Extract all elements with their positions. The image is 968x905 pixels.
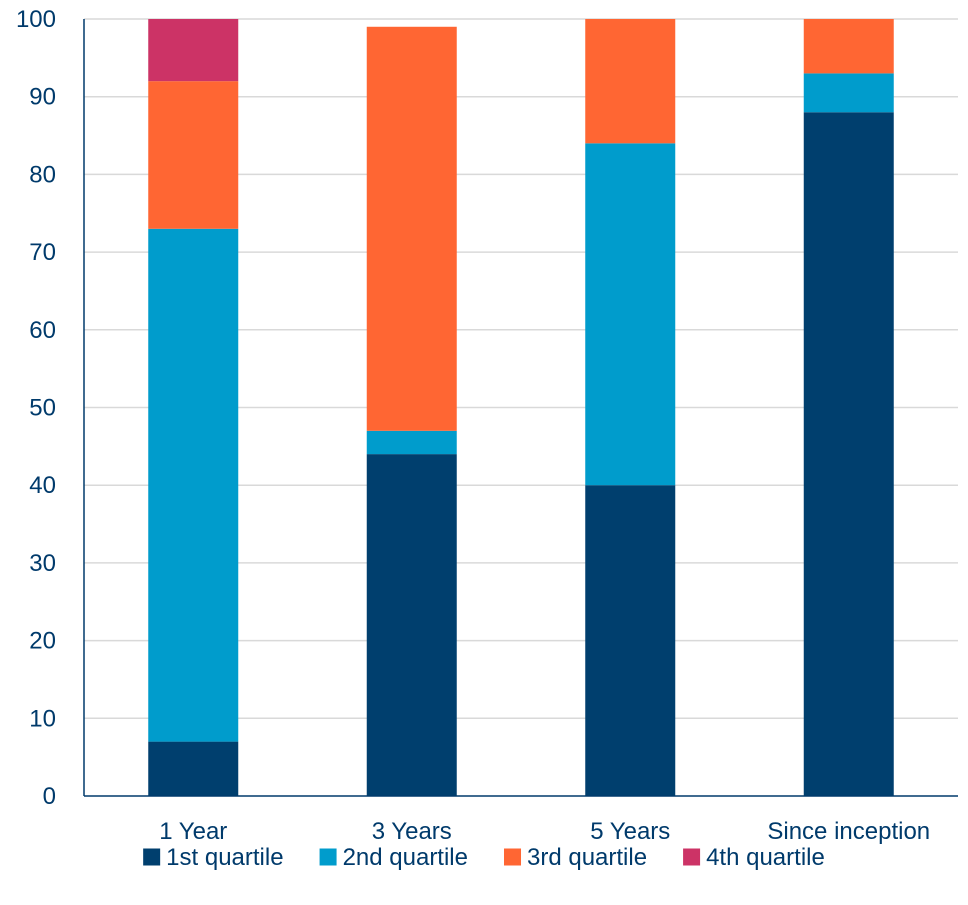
y-tick-label: 20	[29, 628, 56, 655]
legend-item: 1st quartile	[143, 844, 284, 871]
y-tick-label: 100	[16, 6, 56, 33]
bar-segment	[585, 485, 676, 796]
bar-segment	[803, 112, 894, 797]
y-tick-label: 0	[43, 783, 56, 810]
legend-label: 3rd quartile	[527, 844, 647, 871]
legend-item: 4th quartile	[683, 844, 825, 871]
y-tick-label: 10	[29, 705, 56, 732]
legend-label: 1st quartile	[166, 844, 283, 871]
legend-swatch	[504, 848, 522, 866]
bar-segment	[366, 454, 457, 796]
y-tick-label: 40	[29, 472, 56, 499]
legend-item: 3rd quartile	[504, 844, 647, 871]
x-tick-label: 5 Years	[590, 818, 670, 845]
y-tick-label: 50	[29, 395, 56, 422]
bar-segment	[366, 430, 457, 455]
bars	[148, 19, 894, 797]
legend-swatch	[143, 848, 161, 866]
bar-segment	[585, 19, 676, 144]
bar-segment	[803, 73, 894, 113]
legend-label: 4th quartile	[706, 844, 825, 871]
legend-item: 2nd quartile	[319, 844, 468, 871]
bar-segment	[366, 26, 457, 431]
bar-segment	[148, 81, 239, 229]
bar-segment	[148, 19, 239, 82]
y-tick-label: 80	[29, 161, 56, 188]
y-tick-label: 70	[29, 239, 56, 266]
legend-label: 2nd quartile	[343, 844, 468, 871]
y-axis-tick-labels: 0 10 20 30 40 50 60 70 80 90 100	[16, 6, 56, 810]
legend-swatch	[683, 848, 701, 866]
x-tick-label: Since inception	[767, 818, 930, 845]
bar-segment	[148, 228, 239, 742]
legend-swatch	[319, 848, 337, 866]
x-tick-label: 1 Year	[159, 818, 227, 845]
y-tick-label: 90	[29, 84, 56, 111]
bar-segment	[148, 741, 239, 796]
bar-segment	[803, 19, 894, 74]
legend: 1st quartile 2nd quartile 3rd quartile 4th …	[143, 844, 825, 871]
y-tick-label: 60	[29, 317, 56, 344]
axes	[83, 19, 958, 797]
y-tick-label: 30	[29, 550, 56, 577]
x-axis-tick-labels: 1 Year 3 Years 5 Years Since inception	[159, 818, 930, 845]
x-tick-label: 3 Years	[372, 818, 452, 845]
bar-segment	[585, 143, 676, 486]
